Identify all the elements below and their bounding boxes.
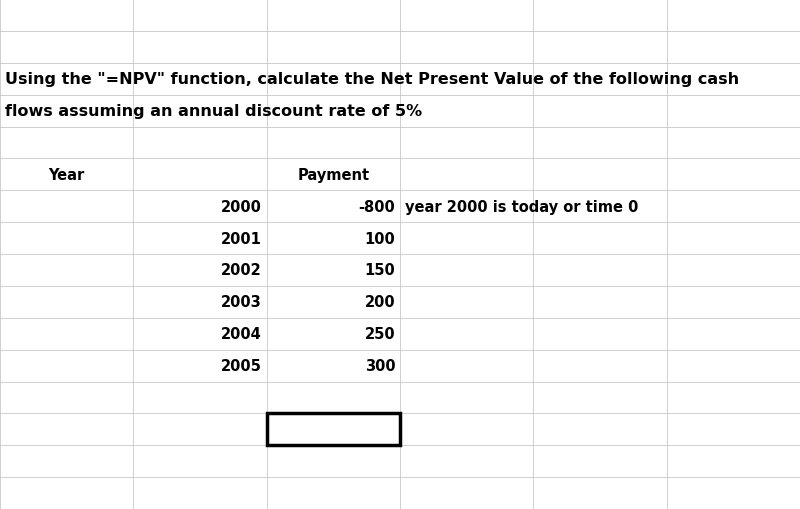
Text: 2004: 2004 [221,327,262,342]
Text: Year: Year [49,167,85,182]
Text: 2000: 2000 [221,200,262,214]
Text: Using the "=NPV" function, calculate the Net Present Value of the following cash: Using the "=NPV" function, calculate the… [5,72,739,87]
Text: 100: 100 [365,231,395,246]
Text: 150: 150 [365,263,395,278]
Text: 2001: 2001 [221,231,262,246]
Text: 2002: 2002 [221,263,262,278]
Text: Payment: Payment [298,167,370,182]
Text: 250: 250 [365,327,395,342]
Text: flows assuming an annual discount rate of 5%: flows assuming an annual discount rate o… [5,104,422,119]
Text: 2003: 2003 [221,295,262,309]
Text: 300: 300 [365,358,395,373]
Bar [266,413,400,445]
Text: 200: 200 [365,295,395,309]
Text: -800: -800 [358,200,395,214]
Text: year 2000 is today or time 0: year 2000 is today or time 0 [405,200,638,214]
Text: 2005: 2005 [221,358,262,373]
